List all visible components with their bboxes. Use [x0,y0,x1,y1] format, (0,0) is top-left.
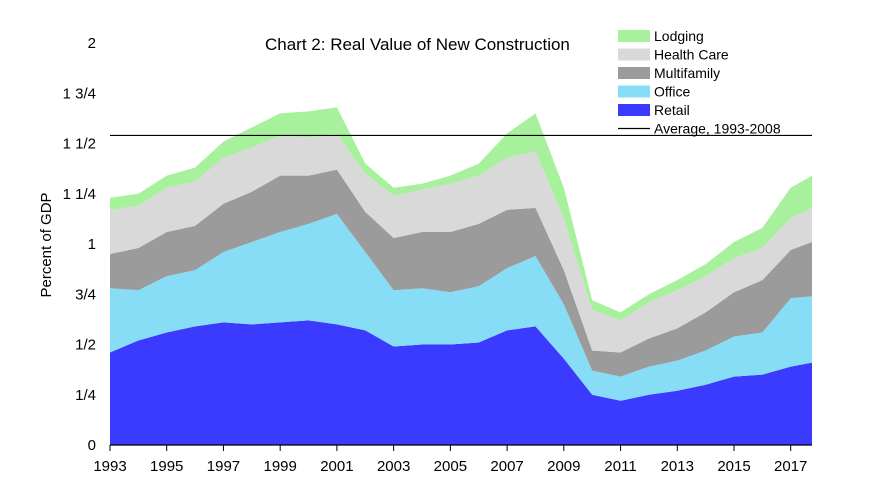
x-tick-label: 1999 [263,458,296,475]
x-tick-label: 2011 [604,458,636,475]
legend: Lodging Health Care Multifamily Office Retai… [618,28,781,137]
x-tick-label: 2001 [320,458,353,475]
area-office [110,213,812,401]
x-tick-label: 2017 [774,458,807,475]
legend-swatch-retail [618,104,650,116]
x-tick-label: 2009 [547,458,580,475]
legend-swatch-lodging [618,30,650,42]
y-tick-label: 1 3/4 [63,85,96,102]
x-tick-label: 1993 [93,458,126,475]
y-tick-label: 0 [88,437,96,454]
legend-label-retail: Retail [654,102,690,118]
y-tick-labels: 0 1/4 1/2 3/4 1 1 1/4 1 1/2 1 3/4 2 [63,35,96,454]
x-tick-labels: 1993 1995 1997 1999 2001 2003 2005 2007 2009 2011… [93,445,807,475]
y-tick-label: 1 [88,236,96,253]
legend-label-lodging: Lodging [654,28,704,44]
legend-swatch-health-care [618,48,650,61]
area-multifamily [110,169,812,377]
legend-label-average-1993-2008: Average, 1993-2008 [654,121,781,137]
x-tick-label: 1995 [150,458,183,475]
y-tick-label: 1 1/4 [63,186,96,203]
x-tick-label: 2007 [490,458,523,475]
x-tick-label: 2005 [434,458,467,475]
legend-label-multifamily: Multifamily [654,65,720,81]
y-tick-label: 1/4 [75,387,96,404]
legend-swatch-office [618,85,650,98]
y-tick-label: 1/2 [75,337,96,354]
area-retail [110,320,812,445]
x-tick-label: 2003 [377,458,410,475]
stacked-areas [110,107,812,445]
x-tick-label: 2013 [661,458,694,475]
y-tick-label: 1 1/2 [63,136,96,153]
y-tick-label: 2 [88,35,96,52]
x-tick-label: 1997 [207,458,240,475]
y-tick-label: 3/4 [75,286,96,303]
x-tick-label: 2015 [717,458,750,475]
chart-title: Chart 2: Real Value of New Construction [265,35,570,54]
legend-label-health-care: Health Care [654,47,729,63]
y-axis-label: Percent of GDP [38,192,55,297]
legend-label-office: Office [654,84,691,100]
legend-swatch-multifamily [618,67,650,79]
